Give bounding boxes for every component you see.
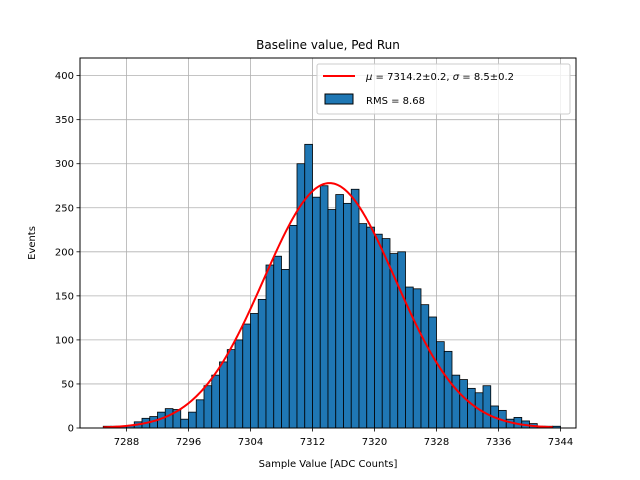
histogram-bar [203,385,213,429]
histogram-bar [188,411,197,429]
histogram-bar [250,313,259,429]
histogram-bar [343,202,352,429]
legend: μ = 7314.2±0.2, σ = 8.5±0.2 RMS = 8.68 [316,63,571,115]
legend-box [316,63,571,115]
histogram-bar [482,385,492,429]
legend-sigma-symbol: σ [453,72,460,83]
histogram-bar [420,304,430,429]
histogram-bar [312,196,321,429]
histogram-bar [358,223,368,429]
legend-fit-label: μ = 7314.2±0.2, σ = 8.5±0.2 [365,72,514,83]
histogram-bar [304,143,313,429]
x-axis-ticks: 7288 7296 7304 7312 7320 7328 7336 7344 [114,428,573,448]
x-tick-label: 7328 [424,437,449,448]
histogram-bar [242,323,251,429]
y-tick-label: 200 [55,247,74,258]
legend-sigma-value: = 8.5±0.2 [459,72,514,83]
histogram-bar [180,418,189,429]
histogram-bar [288,224,298,429]
histogram-bar [451,374,461,429]
histogram-bar [164,408,174,429]
histogram-bar [374,233,383,429]
histogram-bar [257,298,267,429]
legend-mu-value: = 7314.2±0.2, [372,72,452,83]
histogram-bars [102,143,561,429]
y-tick-label: 100 [55,335,74,346]
histogram-bar [467,387,476,429]
legend-histogram-label: RMS = 8.68 [366,96,425,107]
legend-mu-symbol: μ [365,72,372,83]
histogram-bar [327,209,337,429]
x-tick-label: 7344 [548,437,573,448]
histogram-bar [443,350,453,429]
histogram-bar [397,251,406,429]
histogram-bar [281,269,290,429]
x-tick-label: 7336 [486,437,511,448]
histogram-bar [335,194,344,429]
histogram-bar [436,341,445,429]
x-tick-label: 7296 [176,437,201,448]
legend-histogram-swatch [324,93,354,105]
x-tick-label: 7288 [114,437,139,448]
x-tick-label: 7312 [300,437,325,448]
histogram-bar [265,264,275,429]
y-tick-label: 350 [55,115,74,126]
x-tick-label: 7320 [362,437,387,448]
y-tick-label: 50 [61,379,74,390]
y-tick-label: 300 [55,159,74,170]
histogram-bar [350,188,360,429]
histogram-bar [273,255,282,429]
histogram-bar [412,288,422,429]
chart-title: Baseline value, Ped Run [256,38,400,52]
histogram-bar [459,379,468,429]
histogram-bar [195,399,205,429]
y-tick-label: 400 [55,71,74,82]
histogram-bar [234,339,244,429]
histogram-bar [226,349,236,429]
histogram-bar [319,185,329,429]
y-axis-ticks: 0 50 100 150 200 250 300 350 400 [55,71,80,435]
histogram-bar [219,361,228,429]
plot-frame [79,57,577,429]
x-axis-label: Sample Value [ADC Counts] [259,459,398,470]
y-tick-label: 150 [55,291,74,302]
histogram-bar [428,316,437,429]
histogram-bar [296,163,306,429]
y-axis-label: Events [27,226,38,260]
y-tick-label: 250 [55,203,74,214]
gaussian-fit-curve [103,182,553,429]
histogram-bar [211,374,220,429]
histogram-bar [366,226,375,429]
y-tick-label: 0 [68,424,74,435]
x-tick-label: 7304 [238,437,263,448]
